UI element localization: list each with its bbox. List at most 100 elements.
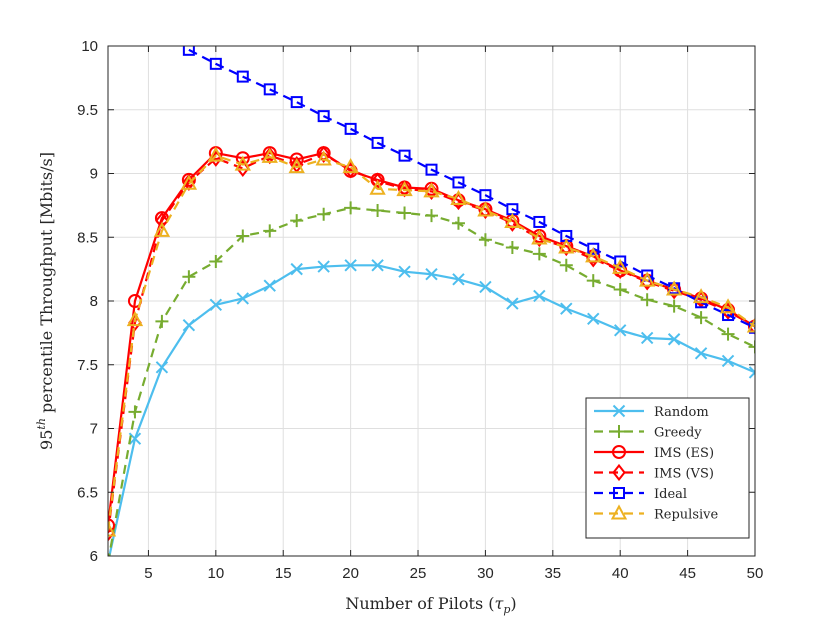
series-point (128, 432, 142, 445)
legend-label: Greedy (654, 426, 702, 441)
series-point (155, 314, 169, 328)
series-point (694, 347, 708, 360)
series-point (155, 212, 169, 230)
legend-marker (612, 404, 626, 418)
x-tick-label: 50 (747, 565, 764, 582)
y-tick-label: 10 (81, 38, 98, 55)
series-point (587, 312, 600, 326)
legend-label: IMS (VS) (654, 467, 714, 482)
series-point (479, 280, 492, 294)
series-point (317, 110, 330, 123)
series-point (560, 302, 573, 315)
legend-label: Repulsive (654, 508, 719, 523)
y-axis-label: 95th percentile Throughput [Mbits/s] (35, 152, 56, 450)
y-tick-label: 7 (90, 421, 98, 438)
series-point (398, 265, 411, 278)
series-point (746, 317, 755, 333)
x-axis-label-end: ) (510, 594, 516, 613)
series-point (721, 354, 735, 368)
series-point (721, 327, 735, 341)
series-point (344, 122, 357, 135)
x-tick-label: 40 (612, 565, 629, 582)
series-point (613, 283, 627, 297)
ticks: 5 10 15 20 25 30 35 40 45 50 6 6.5 7 7.5 8 8.5 9 9.5 10 (77, 38, 763, 582)
y-tick-label: 7.5 (77, 357, 98, 374)
series-point (719, 298, 737, 314)
series-point (209, 254, 223, 268)
series-point (155, 361, 169, 374)
y-tick-label: 9 (90, 166, 98, 183)
x-axis-label-var: τ (495, 594, 505, 613)
series-point (425, 209, 438, 223)
series-point (103, 557, 114, 568)
series-point (424, 182, 439, 200)
x-axis-label: Number of Pilots (τp) (345, 594, 516, 616)
series-point (182, 46, 195, 56)
series-point (209, 57, 222, 70)
series-point (667, 299, 681, 313)
series-point (425, 268, 438, 281)
series-point (667, 333, 681, 346)
series-point (479, 189, 492, 202)
y-tick-label: 6 (90, 548, 98, 565)
x-tick-label: 10 (207, 565, 224, 582)
series-point (640, 331, 654, 345)
series-point (398, 149, 411, 162)
series-point (452, 273, 465, 286)
series-point (261, 147, 278, 163)
legend-marker (612, 425, 626, 438)
series-point (586, 274, 600, 288)
series-point (612, 258, 629, 274)
legend-marker (612, 463, 626, 482)
series-point (263, 224, 277, 238)
series-point (180, 174, 198, 190)
x-tick-label: 35 (544, 565, 561, 582)
legend-box (585, 397, 750, 539)
legend-label: Ideal (654, 487, 687, 502)
series-point (638, 271, 656, 287)
series-point (290, 262, 303, 276)
series-point (344, 259, 357, 272)
series-point (317, 207, 331, 221)
series-point (182, 270, 196, 284)
series-point (504, 212, 521, 228)
series-point (614, 255, 627, 268)
series-point (344, 201, 358, 215)
series-point (236, 70, 249, 83)
series-point (452, 176, 465, 189)
series-point (236, 229, 250, 243)
y-axis-label-rest: percentile Throughput [Mbits/s] (37, 152, 56, 418)
series-point (263, 83, 276, 96)
series-point (234, 155, 251, 171)
series-point (342, 158, 359, 174)
x-axis-label-sub: p (503, 603, 510, 616)
series-point (665, 280, 683, 296)
series-point (533, 289, 546, 303)
series-point (451, 216, 465, 230)
series-point (694, 311, 708, 325)
series-point (369, 179, 386, 195)
series-point (316, 145, 331, 163)
y-tick-label: 8 (90, 293, 98, 310)
series-point (614, 324, 627, 337)
y-tick-label: 6.5 (77, 484, 98, 501)
series-line (188, 48, 755, 329)
series-layer (103, 46, 755, 568)
series-point (506, 297, 519, 310)
series-point (263, 279, 276, 292)
series-point (748, 366, 755, 379)
series-point (692, 288, 710, 304)
x-tick-label: 45 (679, 565, 696, 582)
series-point (371, 203, 385, 217)
series-point (425, 163, 438, 176)
series-point (533, 215, 546, 228)
series-point (585, 247, 602, 263)
series-point (587, 242, 600, 255)
series-point (640, 293, 654, 307)
series-point (108, 555, 109, 556)
legend-marker (610, 504, 628, 520)
legend-label: IMS (ES) (654, 446, 714, 461)
x-tick-label: 25 (410, 565, 427, 582)
x-tick-label: 20 (342, 565, 359, 582)
series-point (371, 259, 384, 272)
